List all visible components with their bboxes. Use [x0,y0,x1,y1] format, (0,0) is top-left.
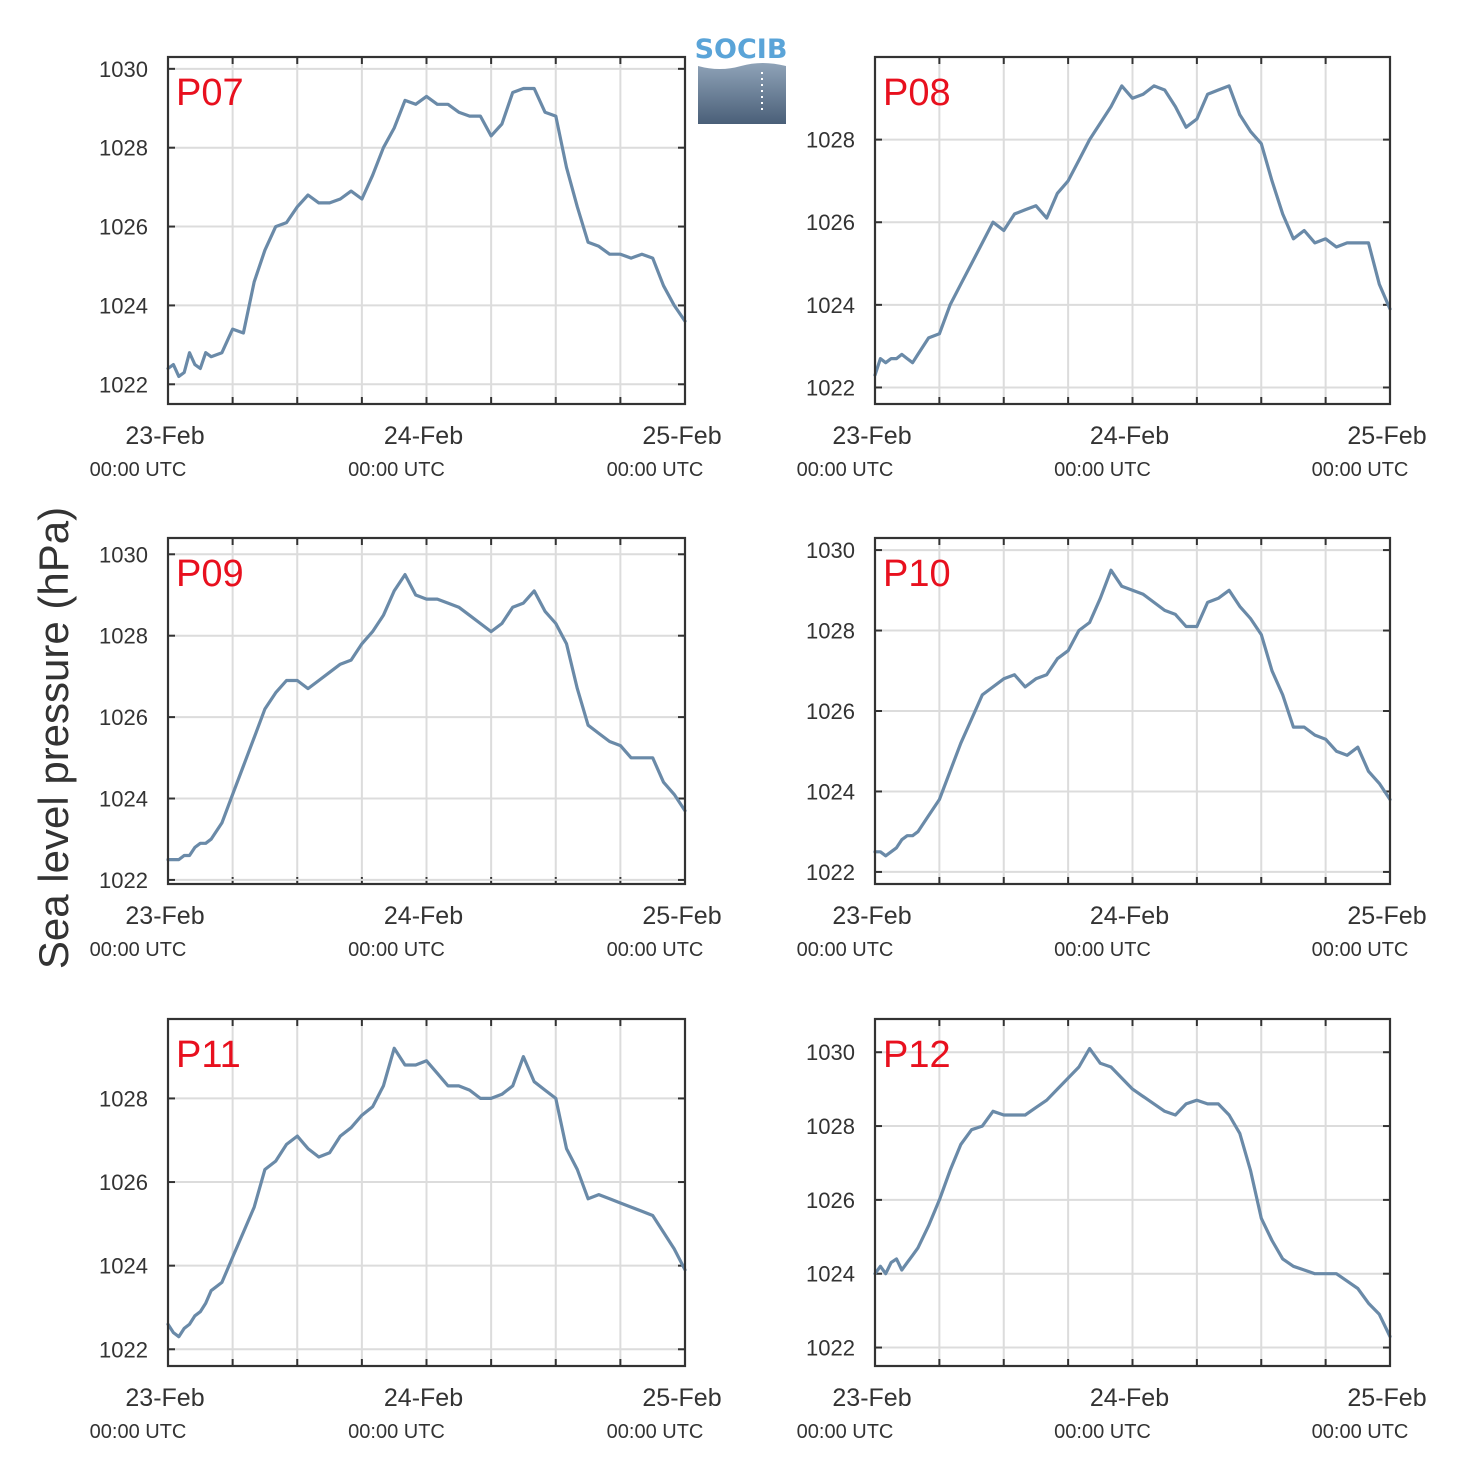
y-tick-label: 1022 [99,868,148,893]
axes-frame [873,55,1392,406]
pressure-series-line [166,86,687,378]
y-tick-label: 1024 [806,293,855,318]
y-tick-label: 1028 [806,128,855,153]
panel-title: P08 [883,72,951,114]
x-tick-date-label: 23-Feb [832,1384,911,1412]
y-tick-label: 1026 [99,1170,148,1195]
pressure-series-line [873,568,1392,858]
panel-p09: 1022 1024 1026 1028 1030 P09 23-Feb 00:00 UTC 24… [90,536,722,961]
pressure-series-line [873,84,1392,377]
panel-title: P11 [176,1034,241,1076]
y-tick-label: 1024 [99,293,148,318]
axes-frame [166,536,687,886]
x-tick-date-label: 24-Feb [384,422,463,450]
x-tick-date-label: 24-Feb [1090,422,1169,450]
y-tick-label: 1028 [99,136,148,161]
y-tick-label: 1030 [806,538,855,563]
y-tick-label: 1024 [99,787,148,812]
x-tick-time-label: 00:00 UTC [1054,459,1151,481]
y-tick-label: 1030 [806,1040,855,1065]
x-tick-time-label: 00:00 UTC [797,939,894,961]
axes-frame [166,55,687,406]
x-tick-date-label: 25-Feb [1347,902,1426,930]
panels: 1022 1024 1026 1028 1030 P07 23-Feb 00:00 UTC 24… [90,55,1427,1443]
panel-p11: 1022 1024 1026 1028 P11 23-Feb 00:00 UTC 24-Feb… [90,1017,722,1443]
x-tick-time-label: 00:00 UTC [1312,459,1409,481]
x-tick-time-label: 00:00 UTC [1312,1421,1409,1443]
x-tick-date-label: 23-Feb [832,902,911,930]
x-tick-time-label: 00:00 UTC [90,459,187,481]
axes-frame [873,536,1392,886]
y-axis-label: Sea level pressure (hPa) [30,507,77,969]
x-tick-time-label: 00:00 UTC [90,1421,187,1443]
y-tick-label: 1022 [806,860,855,885]
panel-p08: 1022 1024 1026 1028 P08 23-Feb 00:00 UTC 24-Feb… [797,55,1427,481]
y-tick-label: 1026 [99,215,148,240]
y-tick-label: 1022 [99,1337,148,1362]
panel-p12: 1022 1024 1026 1028 1030 P12 23-Feb 00:00 UTC 24… [797,1017,1427,1443]
panel-title: P07 [176,72,244,114]
panel-p10: 1022 1024 1026 1028 1030 P10 23-Feb 00:00 UTC 24… [797,536,1427,961]
panel-title: P10 [883,553,951,595]
x-tick-time-label: 00:00 UTC [1054,1421,1151,1443]
pressure-series-line [166,572,687,862]
panel-title: P12 [883,1034,951,1076]
x-tick-time-label: 00:00 UTC [1312,939,1409,961]
socib-logo: SOCIB [695,34,788,124]
y-tick-label: 1026 [806,1188,855,1213]
panel-p07: 1022 1024 1026 1028 1030 P07 23-Feb 00:00 UTC 24… [90,55,722,481]
y-tick-label: 1030 [99,542,148,567]
panel-title: P09 [176,553,244,595]
x-tick-time-label: 00:00 UTC [797,459,894,481]
pressure-series-line [166,1046,687,1339]
y-tick-label: 1028 [99,624,148,649]
y-tick-label: 1024 [99,1254,148,1279]
y-tick-label: 1028 [99,1086,148,1111]
y-tick-label: 1022 [806,375,855,400]
x-tick-date-label: 24-Feb [1090,902,1169,930]
x-tick-time-label: 00:00 UTC [607,1421,704,1443]
x-tick-time-label: 00:00 UTC [90,939,187,961]
x-tick-date-label: 25-Feb [1347,1384,1426,1412]
x-tick-time-label: 00:00 UTC [607,939,704,961]
x-tick-date-label: 24-Feb [384,902,463,930]
x-tick-time-label: 00:00 UTC [348,459,445,481]
y-tick-label: 1024 [806,1262,855,1287]
y-tick-label: 1022 [99,372,148,397]
x-tick-date-label: 25-Feb [1347,422,1426,450]
y-tick-label: 1024 [806,779,855,804]
y-tick-label: 1026 [806,699,855,724]
x-tick-time-label: 00:00 UTC [348,1421,445,1443]
x-tick-time-label: 00:00 UTC [607,459,704,481]
x-tick-date-label: 24-Feb [384,1384,463,1412]
x-tick-time-label: 00:00 UTC [348,939,445,961]
x-tick-time-label: 00:00 UTC [1054,939,1151,961]
x-tick-date-label: 25-Feb [642,422,721,450]
y-tick-label: 1028 [806,1114,855,1139]
pressure-series-line [873,1046,1392,1339]
x-tick-date-label: 25-Feb [642,902,721,930]
axes-frame [166,1017,687,1368]
x-tick-date-label: 24-Feb [1090,1384,1169,1412]
y-tick-label: 1028 [806,619,855,644]
x-tick-time-label: 00:00 UTC [797,1421,894,1443]
y-tick-label: 1030 [99,57,148,82]
y-tick-label: 1022 [806,1336,855,1361]
x-tick-date-label: 23-Feb [832,422,911,450]
x-tick-date-label: 23-Feb [125,1384,204,1412]
x-tick-date-label: 25-Feb [642,1384,721,1412]
logo-text: SOCIB [695,34,788,65]
y-tick-label: 1026 [99,705,148,730]
logo-wave-icon [698,63,786,124]
x-tick-date-label: 23-Feb [125,422,204,450]
x-tick-date-label: 23-Feb [125,902,204,930]
y-tick-label: 1026 [806,210,855,235]
axes-frame [873,1017,1392,1368]
